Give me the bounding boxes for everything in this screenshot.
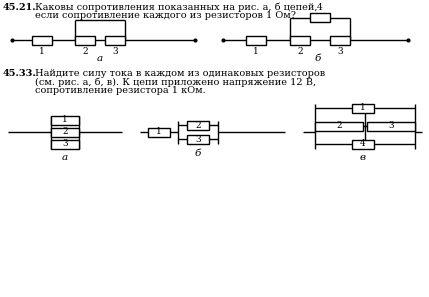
Bar — [315, 121, 363, 130]
Bar — [367, 121, 415, 130]
Bar — [352, 140, 374, 148]
Text: 2: 2 — [82, 47, 88, 56]
Text: 3: 3 — [388, 121, 394, 130]
Text: сопротивление резистора 1 кОм.: сопротивление резистора 1 кОм. — [35, 86, 206, 95]
Text: б: б — [315, 54, 321, 63]
Bar — [51, 127, 79, 137]
Bar — [75, 36, 95, 45]
Text: 3: 3 — [337, 47, 343, 56]
Text: 2: 2 — [336, 121, 342, 130]
Text: 1: 1 — [360, 103, 366, 113]
Text: 2: 2 — [297, 47, 303, 56]
Text: 3: 3 — [62, 140, 68, 148]
Text: Найдите силу тока в каждом из одинаковых резисторов: Найдите силу тока в каждом из одинаковых… — [35, 69, 325, 78]
Text: 3: 3 — [112, 47, 118, 56]
Text: 1: 1 — [253, 47, 259, 56]
Text: 1: 1 — [62, 116, 68, 124]
Bar — [32, 36, 52, 45]
Bar — [187, 135, 209, 143]
Text: 45.33.: 45.33. — [3, 69, 37, 78]
Bar — [330, 36, 350, 45]
Text: б: б — [195, 148, 201, 157]
Bar — [246, 36, 266, 45]
Text: а: а — [97, 54, 103, 63]
Text: (см. рис. а, б, в). К цепи приложено напряжение 12 В,: (см. рис. а, б, в). К цепи приложено нап… — [35, 78, 316, 87]
Text: 4: 4 — [317, 3, 323, 12]
Bar — [352, 103, 374, 113]
Text: а: а — [62, 154, 68, 162]
Text: 2: 2 — [62, 127, 68, 137]
Bar — [148, 127, 170, 137]
Text: в: в — [360, 154, 366, 162]
Text: 1: 1 — [156, 127, 162, 137]
Bar — [51, 116, 79, 124]
Text: 2: 2 — [195, 121, 201, 129]
Bar — [105, 36, 125, 45]
Bar — [187, 121, 209, 129]
Text: если сопротивление каждого из резисторов 1 Ом?: если сопротивление каждого из резисторов… — [35, 12, 296, 20]
Text: 3: 3 — [195, 135, 201, 143]
Bar — [290, 36, 310, 45]
Text: 1: 1 — [39, 47, 45, 56]
Text: 4: 4 — [360, 140, 366, 148]
Bar — [51, 140, 79, 148]
Text: 45.21.: 45.21. — [3, 3, 36, 12]
Text: Каковы сопротивления показанных на рис. а, б цепей,: Каковы сопротивления показанных на рис. … — [35, 3, 317, 12]
Bar — [310, 13, 330, 22]
